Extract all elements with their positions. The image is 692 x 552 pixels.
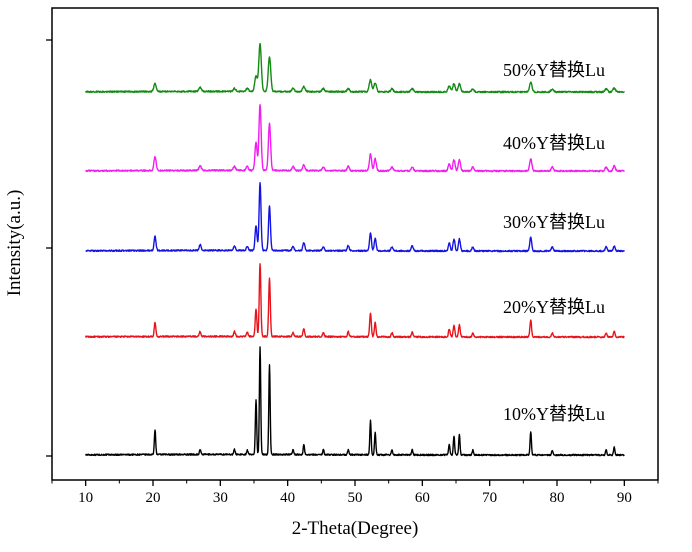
xrd-trace-2	[84, 263, 625, 339]
x-tick-label: 50	[348, 490, 363, 506]
xrd-trace-1	[85, 346, 625, 457]
y-axis-ticks	[46, 39, 52, 457]
xrd-trace-3	[85, 182, 625, 253]
series-labels: 10%Y替换Lu 20%Y替换Lu 30%Y替换Lu 40%Y替换Lu 50%Y替换Lu	[503, 60, 605, 424]
series-label-3: 30%Y替换Lu	[503, 212, 605, 232]
xrd-trace-4	[85, 103, 625, 173]
series-label-1: 10%Y替换Lu	[503, 404, 605, 424]
x-tick-label: 40	[280, 490, 295, 506]
xrd-traces	[84, 42, 625, 457]
x-tick-label: 60	[415, 490, 430, 506]
x-axis-ticks: 10 20 30 40 50 60 70 80 90	[51, 480, 659, 506]
x-tick-label: 70	[482, 490, 497, 506]
x-tick-label: 90	[617, 490, 632, 506]
series-label-2: 20%Y替换Lu	[503, 297, 605, 317]
y-axis-title: Intensity(a.u.)	[4, 190, 25, 297]
series-label-4: 40%Y替换Lu	[503, 133, 605, 153]
x-tick-label: 80	[550, 490, 565, 506]
xrd-trace-5	[85, 42, 625, 94]
x-axis-title: 2-Theta(Degree)	[292, 518, 419, 539]
x-tick-label: 20	[146, 490, 161, 506]
x-tick-label: 10	[78, 490, 93, 506]
x-tick-label: 30	[213, 490, 228, 506]
series-label-5: 50%Y替换Lu	[503, 60, 605, 80]
